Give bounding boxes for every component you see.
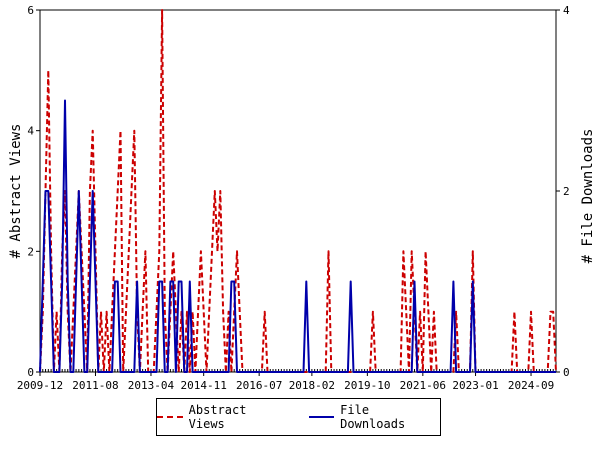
- legend: Abstract Views File Downloads: [156, 398, 441, 436]
- x-tick-label: 2023-01: [452, 379, 498, 392]
- legend-swatch-abstract-views: [157, 416, 183, 418]
- legend-swatch-file-downloads: [308, 416, 335, 418]
- series-line-file-downloads: [39, 99, 556, 373]
- y-right-tick-label: 4: [563, 4, 570, 17]
- x-tick-label: 2013-04: [128, 379, 175, 392]
- x-tick-label: 2024-09: [508, 379, 554, 392]
- y-left-axis-title: # Abstract Views: [8, 124, 24, 259]
- y-right-tick-label: 2: [563, 185, 570, 198]
- x-tick-label: 2021-06: [400, 379, 446, 392]
- x-tick-label: 2014-11: [180, 379, 226, 392]
- legend-item-file-downloads: File Downloads: [308, 403, 441, 431]
- x-tick-label: 2018-02: [289, 379, 335, 392]
- legend-label-abstract-views: Abstract Views: [188, 403, 247, 431]
- y-right-tick-label: 0: [563, 366, 570, 379]
- y-left-tick-label: 6: [27, 4, 34, 17]
- y-left-tick-label: 0: [27, 366, 34, 379]
- y-left-tick-label: 2: [27, 245, 34, 258]
- legend-item-abstract-views: Abstract Views: [157, 403, 289, 431]
- x-tick-label: 2019-10: [344, 379, 390, 392]
- legend-label-file-downloads: File Downloads: [340, 403, 406, 431]
- x-tick-label: 2011-08: [72, 379, 118, 392]
- x-tick-label: 2016-07: [236, 379, 282, 392]
- y-left-tick-label: 4: [27, 125, 34, 138]
- x-tick-label: 2009-12: [17, 379, 63, 392]
- y-right-axis-title: # File Downloads: [580, 129, 596, 264]
- series-layer: [39, 9, 557, 373]
